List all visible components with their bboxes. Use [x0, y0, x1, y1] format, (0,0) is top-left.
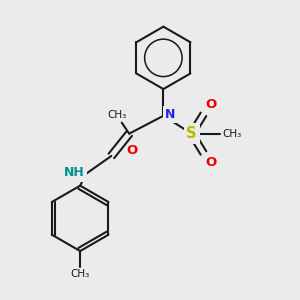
Text: NH: NH [64, 167, 85, 179]
Text: CH₃: CH₃ [108, 110, 127, 120]
Text: S: S [186, 126, 197, 141]
Text: CH₃: CH₃ [70, 269, 90, 279]
Text: N: N [165, 108, 175, 121]
Text: O: O [205, 98, 216, 111]
Text: O: O [205, 156, 216, 169]
Text: CH₃: CH₃ [223, 129, 242, 139]
Text: O: O [126, 144, 137, 158]
